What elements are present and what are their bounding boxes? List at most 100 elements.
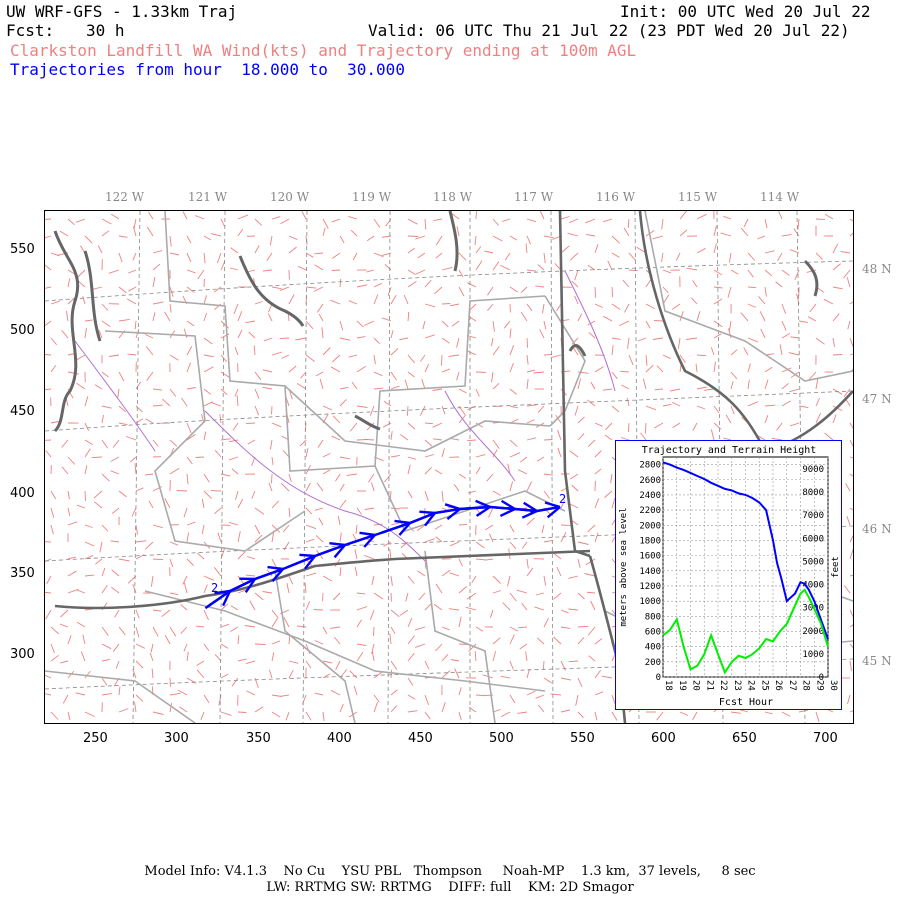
- wind-barb: [118, 286, 127, 294]
- wind-barb: [492, 449, 498, 458]
- wind-barb: [458, 286, 465, 297]
- wind-barb: [424, 303, 436, 308]
- wind-barb: [492, 590, 502, 594]
- inset-x-tick: 21: [704, 680, 714, 691]
- wind-barb: [373, 592, 384, 600]
- trajectory-arrow-shaft: [286, 554, 316, 569]
- wind-barb: [101, 405, 112, 409]
- inset-x-tick: 30: [828, 680, 838, 691]
- wind-barb: [552, 636, 562, 645]
- wind-barb: [743, 218, 749, 228]
- wind-barb: [501, 218, 511, 222]
- wind-barb: [50, 711, 59, 720]
- wind-barb: [475, 388, 480, 397]
- wind-barb: [230, 605, 239, 611]
- wind-barb: [251, 490, 256, 499]
- wind-barb: [521, 602, 528, 611]
- wind-barb: [115, 660, 120, 669]
- wind-barb: [628, 354, 634, 366]
- wind-barb: [299, 439, 307, 447]
- wind-barb: [339, 456, 351, 460]
- wind-barb: [424, 454, 435, 458]
- wind-barb: [108, 269, 120, 274]
- wind-barb: [152, 439, 159, 447]
- wind-barb: [661, 218, 664, 230]
- wind-barb: [435, 536, 443, 543]
- inset-series-terrain: [662, 588, 829, 675]
- wind-barb: [186, 362, 192, 373]
- wind-barb: [644, 422, 647, 434]
- wind-barb: [594, 244, 599, 254]
- wind-barb: [390, 575, 393, 586]
- wind-barb: [573, 347, 579, 356]
- wind-barb: [727, 286, 732, 298]
- wind-barb: [656, 711, 664, 721]
- wind-barb: [764, 286, 767, 297]
- wind-barb: [203, 354, 214, 358]
- wind-barb: [611, 235, 621, 244]
- wind-barb: [407, 652, 415, 662]
- wind-barb: [203, 252, 206, 264]
- wind-barb: [611, 252, 620, 258]
- wind-barb: [519, 643, 528, 650]
- wind-barb: [60, 609, 69, 618]
- wind-barb: [253, 345, 256, 356]
- wind-barb: [364, 320, 375, 326]
- wind-barb: [627, 422, 630, 432]
- wind-barb: [305, 660, 312, 669]
- wind-barb: [84, 670, 91, 679]
- wind-barb: [337, 515, 341, 526]
- wind-barb: [567, 232, 579, 237]
- trajectory-arrow-head: [222, 590, 232, 607]
- wind-barb: [456, 371, 460, 381]
- wind-barb: [186, 320, 195, 327]
- wind-barb: [176, 490, 188, 492]
- wind-barb: [607, 260, 613, 271]
- wind-barb: [231, 468, 239, 475]
- traj-end-marker: 2: [559, 492, 566, 506]
- wind-barb: [305, 354, 315, 362]
- wind-barb: [356, 652, 364, 662]
- wind-barb: [186, 473, 189, 485]
- wind-barb: [237, 214, 249, 220]
- trajectory-layer: [204, 499, 561, 610]
- wind-barb: [50, 300, 60, 305]
- wind-barb: [288, 365, 297, 373]
- inset-left-tick: 2800: [639, 461, 661, 471]
- wind-barb: [509, 541, 517, 550]
- wind-barb: [339, 499, 347, 509]
- wind-barb: [611, 303, 621, 310]
- wind-barb: [441, 320, 449, 328]
- wind-barb: [594, 450, 602, 458]
- wind-barb: [246, 690, 256, 696]
- wind-barb: [441, 337, 450, 344]
- wind-barb: [356, 606, 368, 611]
- wind-barb: [458, 473, 467, 479]
- wind-barb: [314, 692, 324, 696]
- wind-barb: [111, 569, 120, 577]
- wind-barb: [424, 660, 430, 670]
- wind-barb: [169, 692, 181, 696]
- wind-barb: [502, 602, 511, 611]
- wind-barb: [373, 282, 383, 288]
- wind-barb: [164, 634, 171, 645]
- wind-barb: [475, 626, 484, 632]
- wind-barb: [594, 422, 603, 427]
- wind-barb: [645, 303, 655, 309]
- wind-barb: [84, 524, 93, 528]
- wind-barb: [229, 267, 239, 271]
- wind-barb: [764, 366, 773, 373]
- wind-barb: [440, 354, 443, 366]
- wind-barb: [517, 711, 528, 714]
- wind-barb: [418, 592, 426, 601]
- wind-barb: [806, 269, 817, 273]
- wind-barb: [594, 286, 597, 298]
- wind-barb: [577, 711, 584, 719]
- wind-barb: [203, 366, 214, 373]
- wind-barb: [645, 320, 651, 329]
- y-tick-label: 450: [10, 404, 35, 419]
- wind-barb: [152, 263, 161, 271]
- wind-barb: [475, 211, 477, 220]
- wind-barb: [351, 381, 358, 390]
- wind-barb: [543, 252, 546, 263]
